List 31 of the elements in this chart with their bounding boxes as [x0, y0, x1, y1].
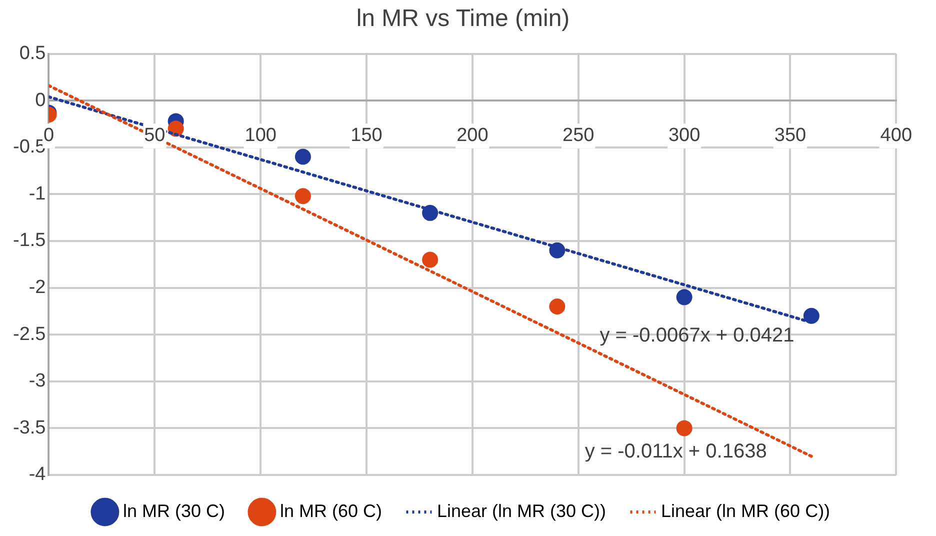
annotation: y = -0.011x + 0.1638: [584, 440, 767, 462]
x-tick-label: 100: [244, 125, 276, 146]
x-tick-label: 50: [144, 125, 166, 146]
x-tick-label: 300: [668, 125, 700, 146]
point: [676, 289, 692, 306]
y-tick-label: -2.5: [12, 324, 46, 345]
x-tick-label: 250: [562, 125, 594, 146]
y-tick-label: -3: [28, 370, 46, 392]
legend-label: Linear (ln MR (60 C)): [661, 500, 830, 521]
x-tick-label: 350: [774, 125, 806, 146]
chart-title: ln MR vs Time (min): [356, 5, 570, 32]
y-tick-label: -2: [28, 277, 46, 298]
y-tick-label: -1: [28, 183, 46, 204]
point: [549, 298, 566, 315]
legend-label: Linear (ln MR (30 C)): [436, 500, 606, 521]
point: [294, 148, 311, 165]
y-tick-label: -1.5: [12, 230, 46, 252]
legend-label: ln MR (30 C): [122, 500, 225, 521]
y-tick-label: -4: [28, 464, 46, 486]
legend-label: ln MR (60 C): [280, 500, 382, 521]
y-tick-label: 0: [35, 90, 46, 111]
point: [803, 308, 820, 324]
point: [294, 188, 311, 204]
x-tick-label: 200: [456, 125, 488, 146]
annotation: y = -0.0067x + 0.0421: [600, 324, 794, 347]
x-tick-label: 150: [350, 125, 382, 146]
point: [422, 252, 438, 268]
y-tick-label: -3.5: [12, 417, 46, 438]
point: [676, 420, 692, 436]
x-tick-label: 400: [880, 125, 912, 146]
y-tick-label: 0.5: [19, 43, 46, 64]
